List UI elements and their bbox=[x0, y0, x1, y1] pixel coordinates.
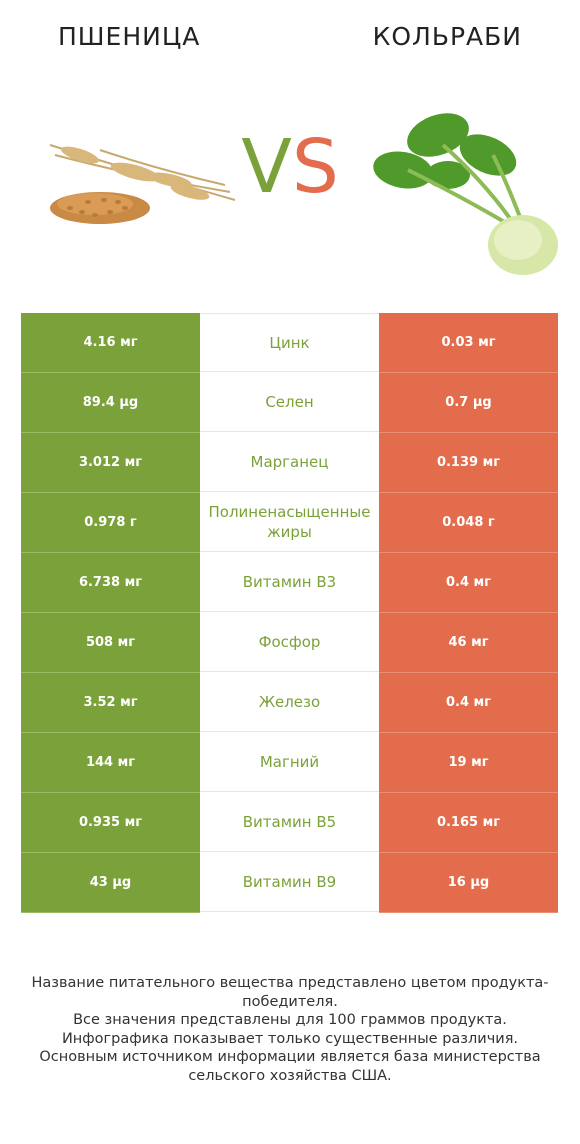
left-value-cell: 3.012 мг bbox=[21, 433, 200, 493]
nutrient-name-cell: Селен bbox=[200, 373, 379, 432]
right-value-cell: 0.03 мг bbox=[379, 313, 558, 373]
left-value-cell: 144 мг bbox=[21, 733, 200, 793]
table-row: 3.52 мг Железо 0.4 мг bbox=[21, 673, 558, 733]
table-row: 6.738 мг Витамин B3 0.4 мг bbox=[21, 553, 558, 613]
right-value-cell: 16 µg bbox=[379, 853, 558, 913]
right-value-cell: 0.7 µg bbox=[379, 373, 558, 433]
nutrient-name-cell: Магний bbox=[200, 733, 379, 792]
nutrient-name-cell: Железо bbox=[200, 673, 379, 732]
table-row: 4.16 мг Цинк 0.03 мг bbox=[21, 313, 558, 373]
footer-line-2: Все значения представлены для 100 граммо… bbox=[73, 1012, 507, 1028]
table-row: 43 µg Витамин B9 16 µg bbox=[21, 853, 558, 913]
right-value-cell: 0.4 мг bbox=[379, 673, 558, 733]
left-value-cell: 6.738 мг bbox=[21, 553, 200, 613]
left-value-cell: 0.978 г bbox=[21, 493, 200, 553]
left-value-cell: 89.4 µg bbox=[21, 373, 200, 433]
footer-line-4: Основным источником информации является … bbox=[39, 1049, 541, 1084]
table-row: 0.978 г Полиненасыщенные жиры 0.048 г bbox=[21, 493, 558, 553]
table-row: 3.012 мг Марганец 0.139 мг bbox=[21, 433, 558, 493]
vs-v-letter: V bbox=[241, 124, 292, 210]
right-product-title: КОЛЬРАБИ bbox=[372, 22, 522, 51]
kohlrabi-image bbox=[373, 113, 558, 275]
left-value-cell: 0.935 мг bbox=[21, 793, 200, 853]
left-value-cell: 508 мг bbox=[21, 613, 200, 673]
comparison-table: 4.16 мг Цинк 0.03 мг 89.4 µg Селен 0.7 µg 3.01… bbox=[21, 313, 558, 913]
left-value-cell: 4.16 мг bbox=[21, 313, 200, 373]
right-value-cell: 19 мг bbox=[379, 733, 558, 793]
nutrient-name-cell: Марганец bbox=[200, 433, 379, 492]
table-row: 144 мг Магний 19 мг bbox=[21, 733, 558, 793]
table-row: 89.4 µg Селен 0.7 µg bbox=[21, 373, 558, 433]
footer-line-3: Инфографика показывает только существенн… bbox=[61, 1030, 519, 1047]
nutrient-name-cell: Витамин B9 bbox=[200, 853, 379, 912]
footer-notes: Название питательного вещества представл… bbox=[20, 974, 560, 1085]
left-value-cell: 3.52 мг bbox=[21, 673, 200, 733]
right-value-cell: 0.048 г bbox=[379, 493, 558, 553]
nutrient-name-cell: Витамин B5 bbox=[200, 793, 379, 852]
footer-line-1: Название питательного вещества представл… bbox=[31, 975, 549, 1010]
vs-label: VS bbox=[220, 130, 360, 204]
table-row: 0.935 мг Витамин B5 0.165 мг bbox=[21, 793, 558, 853]
right-value-cell: 46 мг bbox=[379, 613, 558, 673]
right-value-cell: 0.4 мг bbox=[379, 553, 558, 613]
right-value-cell: 0.139 мг bbox=[379, 433, 558, 493]
vs-s-letter: S bbox=[291, 124, 339, 210]
nutrient-name-cell: Витамин B3 bbox=[200, 553, 379, 612]
wheat-image bbox=[49, 144, 236, 224]
right-value-cell: 0.165 мг bbox=[379, 793, 558, 853]
nutrient-name-cell: Цинк bbox=[200, 313, 379, 372]
nutrient-name-cell: Полиненасыщенные жиры bbox=[200, 493, 379, 552]
left-product-title: ПШЕНИЦА bbox=[58, 22, 201, 51]
nutrient-name-cell: Фосфор bbox=[200, 613, 379, 672]
table-row: 508 мг Фосфор 46 мг bbox=[21, 613, 558, 673]
left-value-cell: 43 µg bbox=[21, 853, 200, 913]
